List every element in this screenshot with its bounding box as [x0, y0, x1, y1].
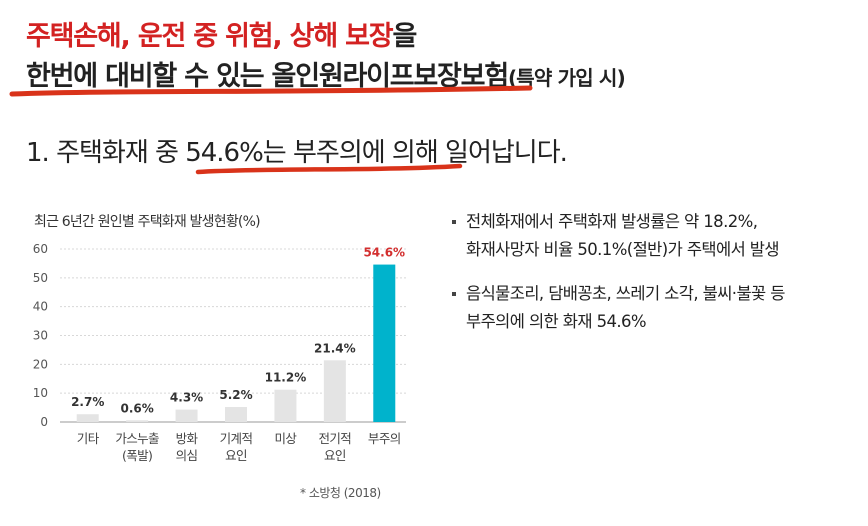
bar [323, 360, 346, 422]
x-tick-label: 기계적 [220, 431, 253, 446]
y-tick-label: 50 [33, 271, 48, 285]
data-label: 0.6% [121, 401, 154, 415]
x-tick-label: 부주의 [368, 431, 401, 446]
y-tick-label: 10 [33, 386, 48, 400]
bullet-item: 음식물조리, 담배꽁초, 쓰레기 소각, 불씨·불꽃 등 부주의에 의한 화재 … [452, 280, 862, 336]
y-tick-label: 40 [33, 300, 48, 314]
y-tick-label: 0 [40, 415, 48, 429]
section-title: 1. 주택화재 중 54.6%는 부주의에 의해 일어납니다. [26, 138, 568, 168]
data-label: 2.7% [71, 395, 104, 409]
data-label: 21.4% [314, 341, 356, 355]
source-note: * 소방청 (2018) [300, 486, 381, 500]
y-tick-label: 60 [33, 242, 48, 256]
data-label: 54.6% [363, 246, 405, 260]
x-tick-label: 의심 [176, 448, 198, 463]
x-tick-label: 전기적 [319, 431, 352, 446]
x-tick-label: 기타 [77, 431, 100, 446]
bullet-item: 전체화재에서 주택화재 발생률은 약 18.2%, 화재사망자 비율 50.1%… [452, 208, 862, 264]
x-tick-label: 미상 [275, 431, 298, 446]
bullet-text-line: 전체화재에서 주택화재 발생률은 약 18.2%, [466, 212, 758, 231]
x-tick-label: 방화 [176, 431, 199, 446]
x-tick-label: 가스누출 [115, 431, 159, 446]
headline-line-1: 주택손해, 운전 중 위험, 상해 보장을 [26, 14, 417, 53]
data-label: 4.3% [170, 391, 203, 405]
headline-red-text: 주택손해, 운전 중 위험, 상해 보장 [26, 21, 394, 52]
bullet-list: 전체화재에서 주택화재 발생률은 약 18.2%, 화재사망자 비율 50.1%… [452, 208, 862, 352]
data-label: 5.2% [219, 388, 252, 402]
bullet-text-line: 부주의에 의한 화재 54.6% [466, 312, 647, 331]
bar [126, 420, 149, 422]
bar [76, 414, 99, 422]
bar [225, 407, 247, 422]
data-label: 11.2% [265, 371, 307, 385]
y-tick-label: 20 [33, 357, 48, 371]
chart-title: 최근 6년간 원인별 주택화재 발생현황(%) [34, 214, 261, 230]
x-tick-label: (폭발) [122, 448, 152, 463]
bar [274, 389, 297, 422]
x-tick-label: 요인 [324, 448, 346, 463]
y-tick-label: 30 [33, 329, 48, 343]
bullet-text-line: 화재사망자 비율 50.1%(절반)가 주택에서 발생 [466, 240, 780, 259]
bar [175, 409, 198, 422]
bar [373, 264, 396, 422]
headline-dark-text: 을 [392, 21, 417, 52]
x-tick-label: 요인 [225, 448, 247, 463]
bullet-text-line: 음식물조리, 담배꽁초, 쓰레기 소각, 불씨·불꽃 등 [466, 284, 785, 303]
